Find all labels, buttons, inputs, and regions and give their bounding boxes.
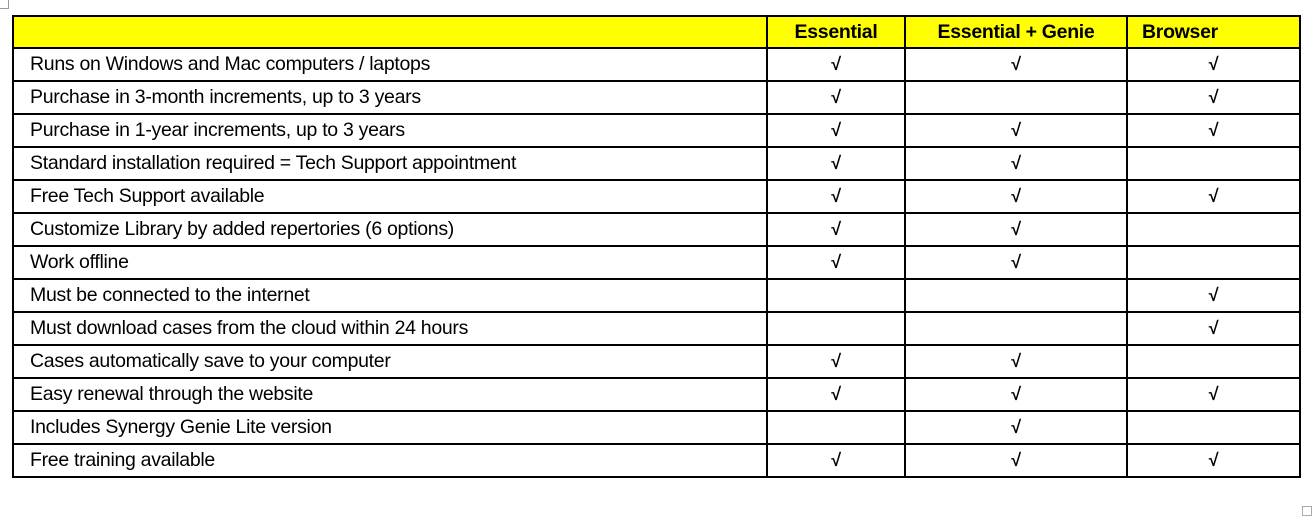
feature-cell: Must be connected to the internet (12, 278, 768, 313)
header-browser: Browser (1126, 15, 1301, 49)
feature-cell: Work offline (12, 245, 768, 280)
browser-check: √ (1126, 443, 1301, 478)
table-row: Standard installation required = Tech Su… (12, 146, 1301, 181)
table-row: Customize Library by added repertories (… (12, 212, 1301, 247)
essential-check (766, 410, 906, 445)
feature-cell: Cases automatically save to your compute… (12, 344, 768, 379)
browser-check (1126, 245, 1301, 280)
table-row: Free training available √ √ √ (12, 443, 1301, 478)
essential-genie-check: √ (904, 47, 1128, 82)
browser-check: √ (1126, 278, 1301, 313)
essential-check: √ (766, 179, 906, 214)
table-move-handle[interactable] (0, 0, 9, 9)
header-feature (12, 15, 768, 49)
essential-genie-check (904, 311, 1128, 346)
essential-genie-check: √ (904, 113, 1128, 148)
table-row: Work offline √ √ (12, 245, 1301, 280)
essential-genie-check: √ (904, 410, 1128, 445)
essential-check: √ (766, 245, 906, 280)
essential-check (766, 311, 906, 346)
feature-cell: Standard installation required = Tech Su… (12, 146, 768, 181)
essential-check: √ (766, 443, 906, 478)
feature-cell: Free training available (12, 443, 768, 478)
feature-cell: Customize Library by added repertories (… (12, 212, 768, 247)
feature-cell: Purchase in 1-year increments, up to 3 y… (12, 113, 768, 148)
browser-check (1126, 212, 1301, 247)
table-row: Free Tech Support available √ √ √ (12, 179, 1301, 214)
browser-check: √ (1126, 377, 1301, 412)
feature-cell: Easy renewal through the website (12, 377, 768, 412)
essential-genie-check: √ (904, 146, 1128, 181)
table-row: Must download cases from the cloud withi… (12, 311, 1301, 346)
essential-check: √ (766, 146, 906, 181)
header-essential: Essential (766, 15, 906, 49)
essential-genie-check: √ (904, 179, 1128, 214)
header-essential-genie: Essential + Genie (904, 15, 1128, 49)
table-row: Must be connected to the internet √ (12, 278, 1301, 313)
essential-check: √ (766, 80, 906, 115)
feature-comparison-table: Essential Essential + Genie Browser Runs… (12, 15, 1301, 478)
table-row: Purchase in 3-month increments, up to 3 … (12, 80, 1301, 115)
table-row: Easy renewal through the website √ √ √ (12, 377, 1301, 412)
browser-check (1126, 146, 1301, 181)
browser-check (1126, 410, 1301, 445)
browser-check: √ (1126, 179, 1301, 214)
browser-check: √ (1126, 311, 1301, 346)
feature-cell: Free Tech Support available (12, 179, 768, 214)
table-row: Runs on Windows and Mac computers / lapt… (12, 47, 1301, 82)
essential-check (766, 278, 906, 313)
feature-cell: Purchase in 3-month increments, up to 3 … (12, 80, 768, 115)
essential-genie-check (904, 80, 1128, 115)
feature-cell: Includes Synergy Genie Lite version (12, 410, 768, 445)
essential-check: √ (766, 344, 906, 379)
essential-check: √ (766, 47, 906, 82)
feature-cell: Must download cases from the cloud withi… (12, 311, 768, 346)
table-row: Purchase in 1-year increments, up to 3 y… (12, 113, 1301, 148)
feature-cell: Runs on Windows and Mac computers / lapt… (12, 47, 768, 82)
essential-genie-check: √ (904, 245, 1128, 280)
browser-check (1126, 344, 1301, 379)
table-row: Includes Synergy Genie Lite version √ (12, 410, 1301, 445)
table-row: Cases automatically save to your compute… (12, 344, 1301, 379)
essential-genie-check: √ (904, 344, 1128, 379)
essential-check: √ (766, 212, 906, 247)
table-resize-handle[interactable] (1302, 506, 1312, 516)
essential-check: √ (766, 113, 906, 148)
essential-genie-check: √ (904, 212, 1128, 247)
essential-check: √ (766, 377, 906, 412)
browser-check: √ (1126, 47, 1301, 82)
essential-genie-check (904, 278, 1128, 313)
header-row: Essential Essential + Genie Browser (12, 15, 1301, 49)
essential-genie-check: √ (904, 377, 1128, 412)
browser-check: √ (1126, 113, 1301, 148)
browser-check: √ (1126, 80, 1301, 115)
essential-genie-check: √ (904, 443, 1128, 478)
